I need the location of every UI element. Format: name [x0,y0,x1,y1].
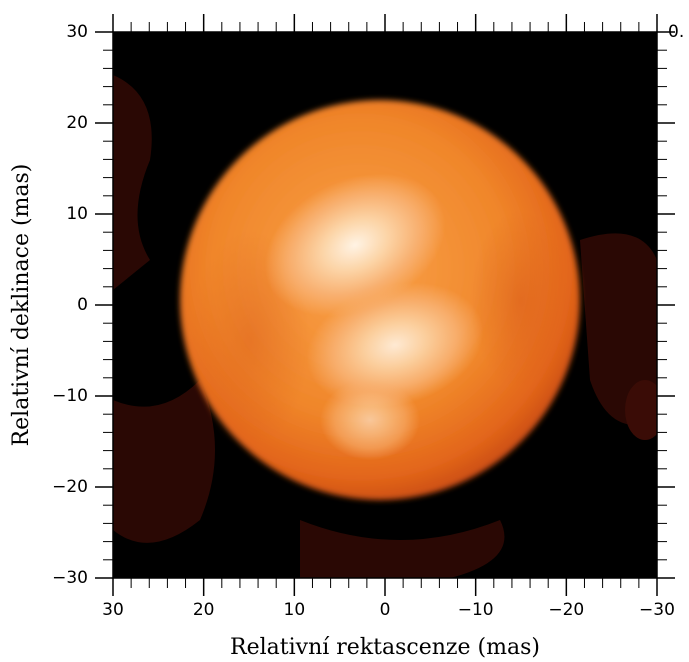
x-axis-label: Relativní rektascenze (mas) [230,635,540,660]
y-tick-label: 0 [77,295,88,315]
x-tick-label: −30 [639,600,675,620]
y-tick-label: −30 [52,568,88,588]
y-tick-label: 30 [66,22,88,42]
x-tick-label: 30 [102,600,124,620]
x-tick-label: 10 [284,600,306,620]
y-tick-label: 10 [66,204,88,224]
y-tick-label: −10 [52,386,88,406]
x-tick-label: 0 [380,600,391,620]
x-tick-label: −10 [458,600,494,620]
corner-text: 0. [668,22,684,42]
x-tick-label: 20 [193,600,215,620]
y-axis-label: Relativní deklinace (mas) [9,164,34,447]
image [113,32,657,578]
x-tick-label: −20 [548,600,584,620]
y-tick-label: 20 [66,113,88,133]
y-tick-label: −20 [52,477,88,497]
